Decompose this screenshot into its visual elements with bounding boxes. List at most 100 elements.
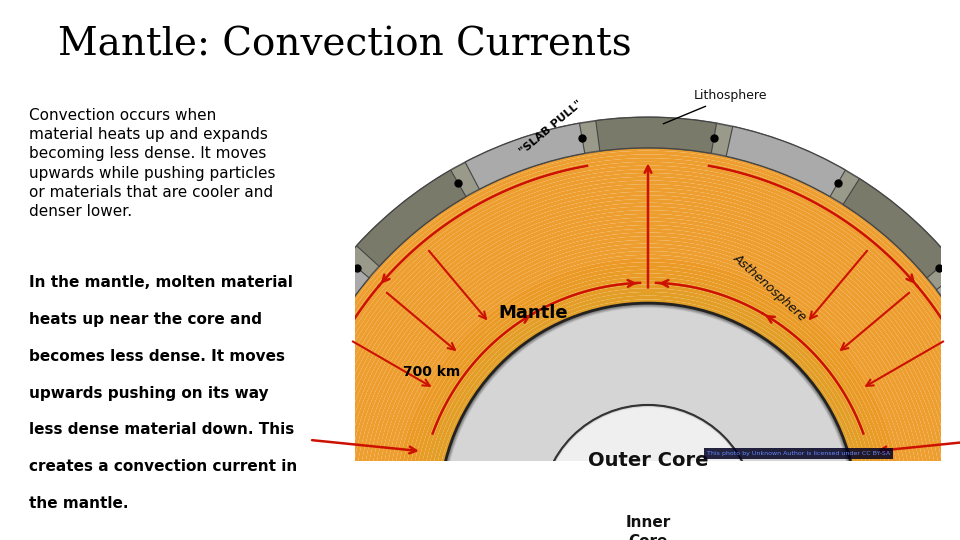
Wedge shape (443, 306, 853, 540)
Wedge shape (442, 305, 854, 540)
Text: Mantle: Mantle (498, 304, 568, 322)
Wedge shape (387, 251, 909, 512)
Circle shape (541, 406, 755, 540)
Wedge shape (443, 307, 853, 540)
Wedge shape (442, 306, 854, 540)
Wedge shape (440, 304, 856, 540)
Circle shape (541, 406, 755, 540)
Wedge shape (331, 195, 960, 512)
Wedge shape (444, 307, 852, 540)
Wedge shape (257, 121, 960, 512)
Text: In the mantle, molten material: In the mantle, molten material (29, 275, 293, 291)
Circle shape (542, 407, 754, 540)
Wedge shape (301, 166, 960, 512)
Wedge shape (287, 151, 960, 512)
Wedge shape (444, 307, 852, 540)
Wedge shape (444, 308, 852, 540)
Wedge shape (442, 305, 854, 540)
Wedge shape (440, 303, 856, 540)
Wedge shape (309, 173, 960, 512)
Text: This photo by Unknown Author is licensed under CC BY-SA: This photo by Unknown Author is licensed… (707, 451, 890, 456)
Wedge shape (279, 143, 960, 512)
Wedge shape (936, 271, 960, 387)
Circle shape (544, 408, 752, 540)
Wedge shape (283, 147, 960, 512)
Circle shape (543, 407, 753, 540)
Circle shape (544, 408, 752, 540)
Text: Mantle: Convection Currents: Mantle: Convection Currents (58, 27, 632, 64)
Wedge shape (353, 218, 943, 512)
Circle shape (542, 406, 754, 540)
Text: "SLAB PULL": "SLAB PULL" (518, 98, 585, 157)
Wedge shape (443, 307, 853, 540)
Wedge shape (417, 281, 879, 512)
Circle shape (543, 407, 753, 540)
Wedge shape (596, 117, 716, 153)
Wedge shape (432, 296, 864, 512)
Text: becomes less dense. It moves: becomes less dense. It moves (29, 349, 285, 364)
Wedge shape (441, 305, 855, 540)
Circle shape (542, 407, 754, 540)
Wedge shape (317, 180, 960, 512)
Wedge shape (335, 199, 960, 512)
Circle shape (542, 406, 754, 540)
Wedge shape (442, 306, 854, 540)
Wedge shape (356, 170, 466, 266)
Text: Convection occurs when
material heats up and expands
becoming less dense. It mov: Convection occurs when material heats up… (29, 108, 276, 219)
Circle shape (543, 407, 753, 540)
Wedge shape (444, 308, 852, 540)
Wedge shape (444, 308, 852, 540)
Wedge shape (413, 277, 883, 512)
Circle shape (543, 407, 753, 540)
Wedge shape (444, 308, 852, 540)
Text: Trench: Trench (0, 539, 1, 540)
Wedge shape (305, 169, 960, 512)
Wedge shape (380, 244, 916, 512)
Wedge shape (428, 292, 868, 512)
Wedge shape (268, 132, 960, 512)
Circle shape (542, 407, 754, 540)
Wedge shape (442, 306, 854, 540)
Circle shape (543, 408, 753, 540)
Circle shape (541, 405, 755, 540)
Text: less dense material down. This: less dense material down. This (29, 422, 294, 437)
Wedge shape (441, 305, 855, 540)
Wedge shape (410, 273, 886, 512)
Wedge shape (291, 154, 960, 512)
Wedge shape (441, 305, 855, 540)
Circle shape (542, 406, 754, 540)
Wedge shape (441, 305, 855, 540)
Wedge shape (444, 307, 852, 540)
Wedge shape (440, 304, 856, 540)
Wedge shape (265, 129, 960, 512)
Wedge shape (444, 308, 852, 540)
Wedge shape (424, 288, 872, 512)
Wedge shape (443, 306, 853, 540)
Wedge shape (372, 236, 924, 512)
Circle shape (544, 408, 752, 540)
Wedge shape (253, 117, 960, 512)
Circle shape (541, 406, 755, 540)
Text: Trench: Trench (0, 539, 1, 540)
Wedge shape (440, 303, 856, 540)
Wedge shape (436, 299, 860, 512)
Wedge shape (343, 206, 953, 512)
Circle shape (543, 408, 753, 540)
Circle shape (544, 408, 752, 540)
Wedge shape (295, 158, 960, 512)
Wedge shape (440, 303, 856, 540)
Wedge shape (327, 192, 960, 512)
Wedge shape (365, 229, 931, 512)
Wedge shape (440, 303, 856, 540)
Polygon shape (287, 434, 335, 464)
Wedge shape (313, 177, 960, 512)
Wedge shape (298, 162, 960, 512)
Wedge shape (444, 307, 852, 540)
Wedge shape (443, 307, 853, 540)
Wedge shape (357, 221, 939, 512)
Wedge shape (443, 306, 853, 540)
Wedge shape (440, 304, 856, 540)
Wedge shape (466, 123, 585, 189)
Circle shape (544, 408, 752, 540)
Text: the mantle.: the mantle. (29, 496, 129, 511)
